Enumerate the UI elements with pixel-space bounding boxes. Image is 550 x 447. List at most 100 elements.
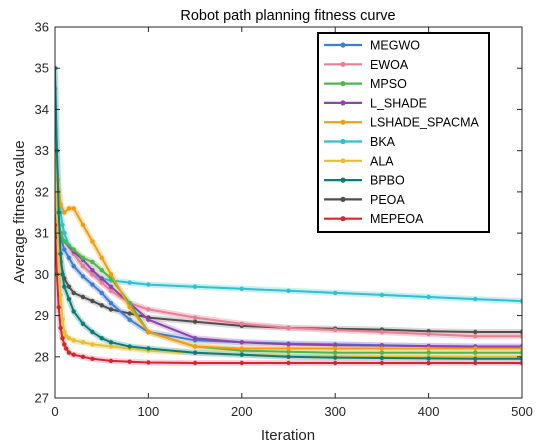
data-point	[62, 239, 67, 244]
data-point	[146, 360, 151, 365]
series-line-bka	[55, 88, 522, 303]
data-point	[192, 350, 198, 355]
data-point	[379, 360, 385, 366]
data-point	[62, 329, 67, 335]
data-point	[519, 356, 522, 361]
y-tick-label: 29	[35, 308, 49, 323]
data-point	[239, 360, 244, 366]
data-point	[426, 346, 431, 351]
data-point	[56, 305, 61, 310]
data-point	[66, 296, 72, 302]
data-point	[66, 255, 72, 260]
data-point	[56, 210, 61, 215]
data-point	[286, 354, 291, 359]
series-markers-lshade_spacma	[55, 140, 522, 351]
series-line-bpbo	[55, 68, 522, 360]
data-point	[66, 206, 72, 211]
data-point	[90, 298, 95, 304]
data-point	[66, 284, 72, 289]
legend-label: PEOA	[370, 193, 405, 207]
data-point	[286, 342, 291, 347]
data-point	[99, 303, 104, 308]
legend-item-ewoa: EWOA	[324, 58, 409, 72]
data-point	[473, 346, 478, 351]
legend-item-bka: BKA	[324, 135, 396, 149]
data-point	[58, 292, 63, 298]
data-point	[473, 350, 478, 355]
data-point	[333, 290, 338, 296]
data-point	[333, 327, 338, 333]
x-tick-label: 400	[418, 404, 440, 419]
data-point	[90, 268, 95, 273]
data-point	[62, 230, 67, 236]
data-point	[146, 346, 151, 351]
data-point	[519, 334, 522, 339]
data-point	[80, 354, 86, 359]
legend-item-ala: ALA	[324, 154, 394, 168]
data-point	[66, 336, 72, 341]
x-tick-label: 200	[231, 404, 253, 419]
data-point	[519, 329, 522, 335]
data-point	[60, 317, 65, 322]
data-point	[239, 321, 244, 326]
data-point	[379, 355, 385, 361]
data-point	[71, 338, 76, 343]
data-point	[108, 284, 114, 289]
data-point	[99, 268, 104, 273]
data-point	[192, 344, 198, 349]
data-point	[99, 280, 104, 285]
y-tick-label: 31	[35, 226, 49, 241]
legend-marker	[340, 138, 346, 145]
data-point	[71, 206, 76, 211]
data-point	[71, 352, 76, 357]
data-point	[426, 356, 431, 361]
legend-label: ALA	[370, 154, 394, 168]
data-point	[71, 290, 76, 296]
data-point	[108, 358, 114, 364]
y-tick-label: 30	[35, 267, 49, 282]
data-point	[286, 325, 291, 331]
y-tick-label: 27	[35, 391, 49, 406]
data-point	[379, 292, 385, 298]
data-point	[286, 349, 291, 354]
legend-marker	[340, 42, 346, 48]
data-point	[473, 329, 478, 335]
legend: MEGWO EWOA MPSO L_SHADE LSHADE_SPACMA BKA ALA B…	[317, 32, 490, 233]
x-tick-label: 100	[138, 404, 160, 419]
data-point	[286, 360, 291, 366]
data-point	[99, 276, 104, 281]
data-point	[519, 350, 522, 355]
data-point	[426, 294, 431, 300]
legend-marker	[340, 158, 346, 164]
data-point	[63, 346, 69, 351]
data-point	[66, 350, 72, 355]
data-point	[333, 346, 338, 351]
data-point	[90, 329, 95, 335]
data-point	[333, 355, 338, 360]
data-point	[60, 222, 65, 228]
legend-label: MEGWO	[370, 39, 420, 53]
data-point	[58, 325, 63, 331]
data-point	[127, 311, 132, 316]
data-point	[62, 342, 67, 347]
data-point	[90, 356, 95, 361]
y-tick-label: 33	[35, 143, 49, 158]
x-tick-label: 0	[51, 404, 58, 419]
y-tick-label: 36	[35, 20, 49, 35]
data-point	[146, 307, 151, 312]
legend-label: L_SHADE	[370, 96, 427, 110]
series-line-mepeoa	[55, 224, 522, 364]
data-point	[62, 284, 67, 289]
data-point	[473, 296, 478, 302]
data-point	[80, 274, 86, 279]
data-point	[239, 340, 244, 345]
legend-label: BPBO	[370, 174, 405, 188]
data-point	[286, 288, 291, 293]
legend-label: LSHADE_SPACMA	[370, 116, 479, 130]
data-point	[60, 272, 65, 277]
legend-label: MEPEOA	[370, 212, 424, 226]
data-point	[333, 350, 338, 355]
data-point	[146, 317, 151, 322]
data-point	[80, 321, 86, 326]
